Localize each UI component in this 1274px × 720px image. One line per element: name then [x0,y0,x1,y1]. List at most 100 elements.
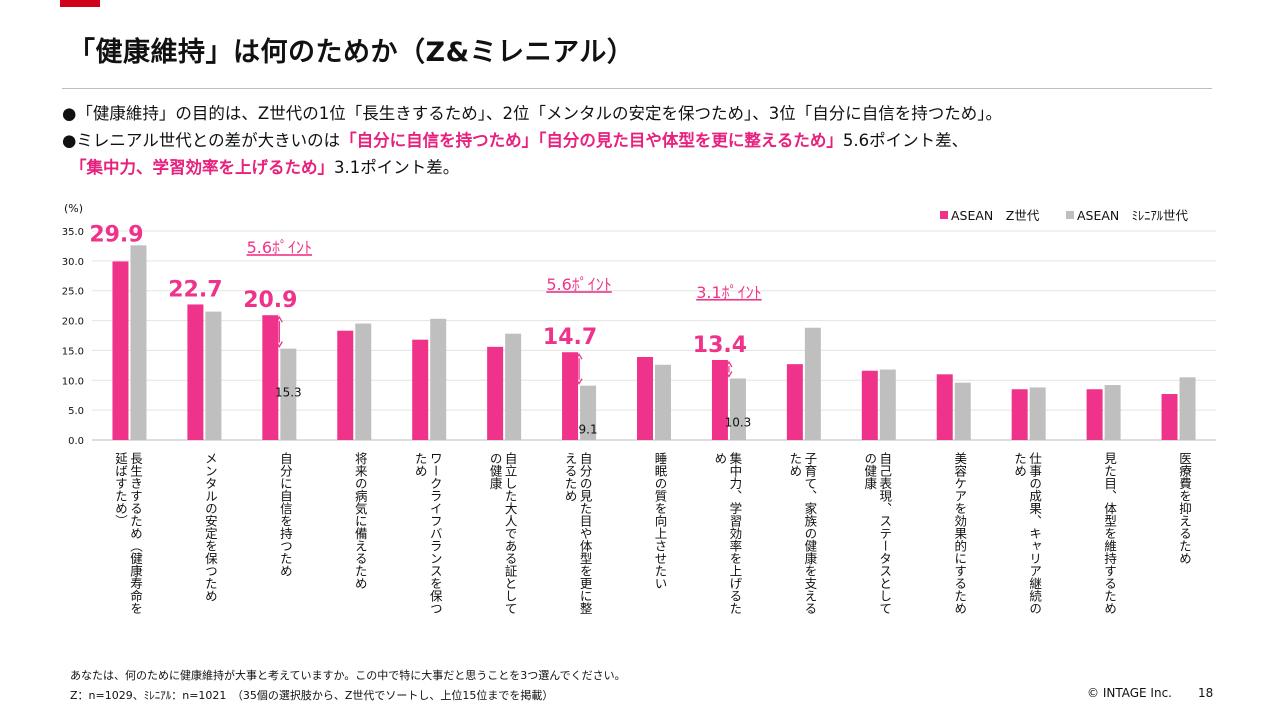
bar-z-9 [786,364,803,440]
bar-m-3 [355,323,372,440]
bar-m-2 [280,348,297,440]
summary-bullets: ●「健康維持」の目的は、Z世代の1位「長生きするため」、2位「メンタルの安定を保… [62,100,1002,181]
bar-z-6 [562,352,579,440]
copyright: © INTAGE Inc. [1087,686,1172,700]
bullet-3-highlight: 「集中力、学習効率を上げるため」 [70,158,334,177]
bar-m-4 [430,318,447,440]
bar-z-4 [412,339,429,440]
category-label: 自己表現、ステータスとして [877,452,892,615]
category-label: の健康 [862,452,877,490]
legend-swatch [1066,211,1074,219]
value-label-z: 22.7 [168,277,222,302]
value-label-z: 14.7 [543,325,597,350]
category-label: 睡眠の質を向上させたい [653,452,668,590]
bar-m-5 [505,333,522,440]
diff-arrow-head [575,352,583,360]
category-label: 集中力、学習効率を上げるた [727,451,742,615]
bullet-1: ●「健康維持」の目的は、Z世代の1位「長生きするため」、2位「メンタルの安定を保… [62,104,1002,123]
bar-z-0 [112,261,129,440]
bar-chart: (%) 0.0 5.0 10.0 15.0 20.0 25.0 30.0 35.0 29.9 22… [62,202,1216,615]
category-label: 医療費を抑えるため [1177,452,1192,565]
diff-arrow-head [725,371,733,378]
y-tick-label: 5.0 [68,406,84,417]
diff-arrow-head [575,378,583,385]
legend-label: ASEAN Z世代 [951,208,1040,223]
category-label: えるため [563,452,578,502]
bar-z-11 [936,374,953,440]
value-label-z: 29.9 [89,222,143,247]
y-tick-label: 25.0 [62,287,84,298]
bar-z-7 [637,356,653,440]
bullet-2: ●ミレニアル世代との差が大きいのは「自分に自信を持つため」「自分の見た目や体型を… [62,127,1002,154]
bar-m-1 [205,311,222,440]
bar-z-1 [187,304,204,440]
category-label: 見た目、体型を維持するため [1102,452,1117,615]
category-label: の健康 [488,452,503,490]
value-label-z: 13.4 [693,333,747,358]
bar-m-6 [580,385,597,440]
category-label: 延ばすため） [113,452,128,527]
bar-z-8 [711,359,728,440]
y-axis-unit-label: (%) [64,202,83,215]
category-label: メンタルの安定を保つため [203,452,218,602]
bar-m-7 [655,364,671,440]
category-label: 子育て、家族の健康を支える [802,452,817,615]
y-tick-label: 0.0 [68,436,84,447]
sample-size-note: Z：n=1029、ﾐﾚﾆｱﾙ：n=1021 （35個の選択肢から、Z世代でソート… [70,689,554,702]
diff-label: 3.1ﾎﾟｲﾝﾄ [696,283,761,302]
diff-arrow-head [275,315,283,323]
value-label-m: 15.3 [275,386,302,400]
page-number: 18 [1198,686,1214,700]
category-label: ため [1012,452,1027,477]
bar-z-2 [262,315,279,440]
bar-z-14 [1161,394,1178,440]
diff-label: 5.6ﾎﾟｲﾝﾄ [546,275,611,294]
bar-m-11 [954,382,971,440]
bar-m-10 [879,369,896,440]
category-label: め [712,452,727,465]
survey-question: あなたは、何のために健康維持が大事と考えていますか。この中で特に大事だと思うこと… [70,669,626,682]
bar-m-13 [1104,385,1121,440]
page-title: 「健康維持」は何のためか（Z&ミレニアル） [68,37,635,68]
bar-z-13 [1086,389,1103,440]
bar-z-3 [337,330,354,440]
legend-swatch [940,211,948,219]
bullet-2-highlight: 「自分に自信を持つため」「自分の見た目や体型を更に整えるため」 [340,131,843,150]
category-label: ワークライフバランスを保つ [428,452,443,615]
bullet-3: 「集中力、学習効率を上げるため」3.1ポイント差。 [62,154,1002,181]
y-tick-label: 20.0 [62,317,84,328]
bar-m-14 [1179,377,1196,440]
bullet-3-tail: 3.1ポイント差。 [334,158,460,177]
diff-label: 5.6ﾎﾟｲﾝﾄ [247,238,312,257]
category-label: 自分の見た目や体型を更に整 [578,452,593,615]
bar-z-12 [1011,389,1028,440]
title-divider [62,88,1212,89]
bar-z-5 [487,346,504,440]
category-label: 自立した大人である証として [503,452,518,615]
value-label-z: 20.9 [243,288,297,313]
brand-corner-mark [60,0,100,7]
category-label: ため [787,452,802,477]
category-label: 長生きするため（健康寿命を [128,452,143,615]
value-label-m: 9.1 [579,423,598,437]
y-tick-label: 10.0 [62,376,84,387]
category-label: 仕事の成果、キャリア継続の [1027,452,1042,615]
bullet-2-text: ●ミレニアル世代との差が大きいのは [62,131,341,150]
category-label: 将来の病気に備えるため [353,452,368,590]
diff-arrow-head [275,341,283,348]
diff-arrow-head [725,360,733,368]
y-tick-label: 30.0 [62,257,84,268]
bar-m-12 [1029,387,1046,440]
bar-m-9 [804,327,821,440]
legend-label: ASEAN ﾐﾚﾆｱﾙ世代 [1077,208,1189,223]
category-label: 美容ケアを効果的にするため [952,452,967,615]
y-tick-label: 35.0 [62,227,84,238]
bar-m-0 [130,245,147,440]
bar-m-8 [729,378,746,440]
category-label: ため [413,452,428,477]
bullet-2-tail: 5.6ポイント差、 [842,131,969,150]
category-label: 自分に自信を持つため [278,452,293,577]
value-label-m: 10.3 [725,415,752,429]
bar-z-10 [861,370,878,440]
y-tick-label: 15.0 [62,346,84,357]
